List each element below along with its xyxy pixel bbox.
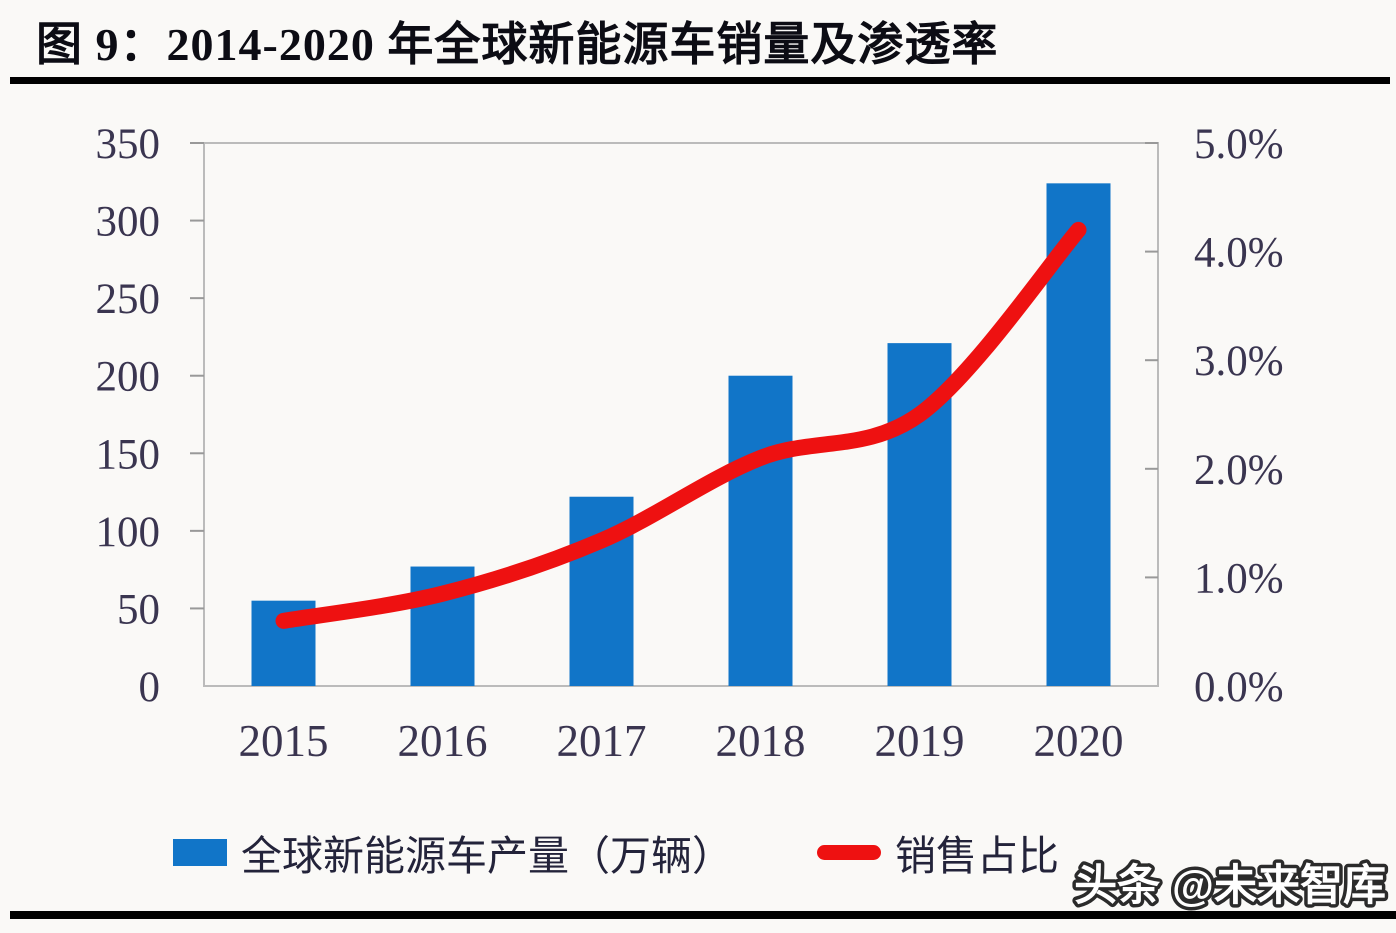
- x-axis-label-2015: 2015: [239, 716, 329, 766]
- x-axis-label-2020: 2020: [1034, 716, 1124, 766]
- left-axis-label: 250: [96, 276, 161, 323]
- right-axis-label: 2.0%: [1194, 447, 1284, 494]
- right-axis-label: 5.0%: [1194, 121, 1284, 168]
- x-axis-label-2016: 2016: [398, 716, 488, 766]
- bottom-separator-line: [10, 911, 1396, 919]
- left-axis-label: 50: [117, 586, 160, 633]
- right-axis-label: 4.0%: [1194, 230, 1284, 277]
- bar-series-swatch: [173, 838, 227, 866]
- x-axis-label-2019: 2019: [875, 716, 965, 766]
- left-axis-label: 100: [96, 509, 161, 556]
- left-axis-label: 150: [96, 431, 161, 478]
- chart-legend: 全球新能源车产量（万辆） 销售占比: [173, 822, 1059, 882]
- left-axis-label: 300: [96, 199, 161, 246]
- left-axis-label: 200: [96, 354, 161, 401]
- legend-label-production: 全球新能源车产量（万辆）: [241, 833, 733, 879]
- right-axis-label: 0.0%: [1194, 664, 1284, 711]
- plot-border: [203, 142, 1159, 687]
- x-axis-label-2018: 2018: [716, 716, 806, 766]
- title-separator-line: [10, 77, 1390, 84]
- legend-item-production: 全球新能源车产量（万辆）: [173, 822, 733, 882]
- watermark: 头条 @未来智库: [1071, 859, 1390, 914]
- x-axis-label-2017: 2017: [557, 716, 647, 766]
- right-axis-label: 3.0%: [1194, 338, 1284, 385]
- legend-label-penetration: 销售占比: [895, 833, 1059, 879]
- line-series-swatch: [817, 844, 881, 860]
- left-axis-label: 350: [96, 121, 161, 168]
- penetration-rate-line: [275, 221, 1087, 629]
- right-axis-label: 1.0%: [1194, 555, 1284, 602]
- watermark-text: 头条 @未来智库: [1074, 862, 1386, 910]
- bar-2018: [728, 375, 793, 686]
- figure-title: 图 9：2014-2020 年全球新能源车销量及渗透率: [36, 19, 999, 70]
- legend-item-penetration: 销售占比: [817, 822, 1059, 882]
- left-axis-label: 0: [139, 664, 161, 711]
